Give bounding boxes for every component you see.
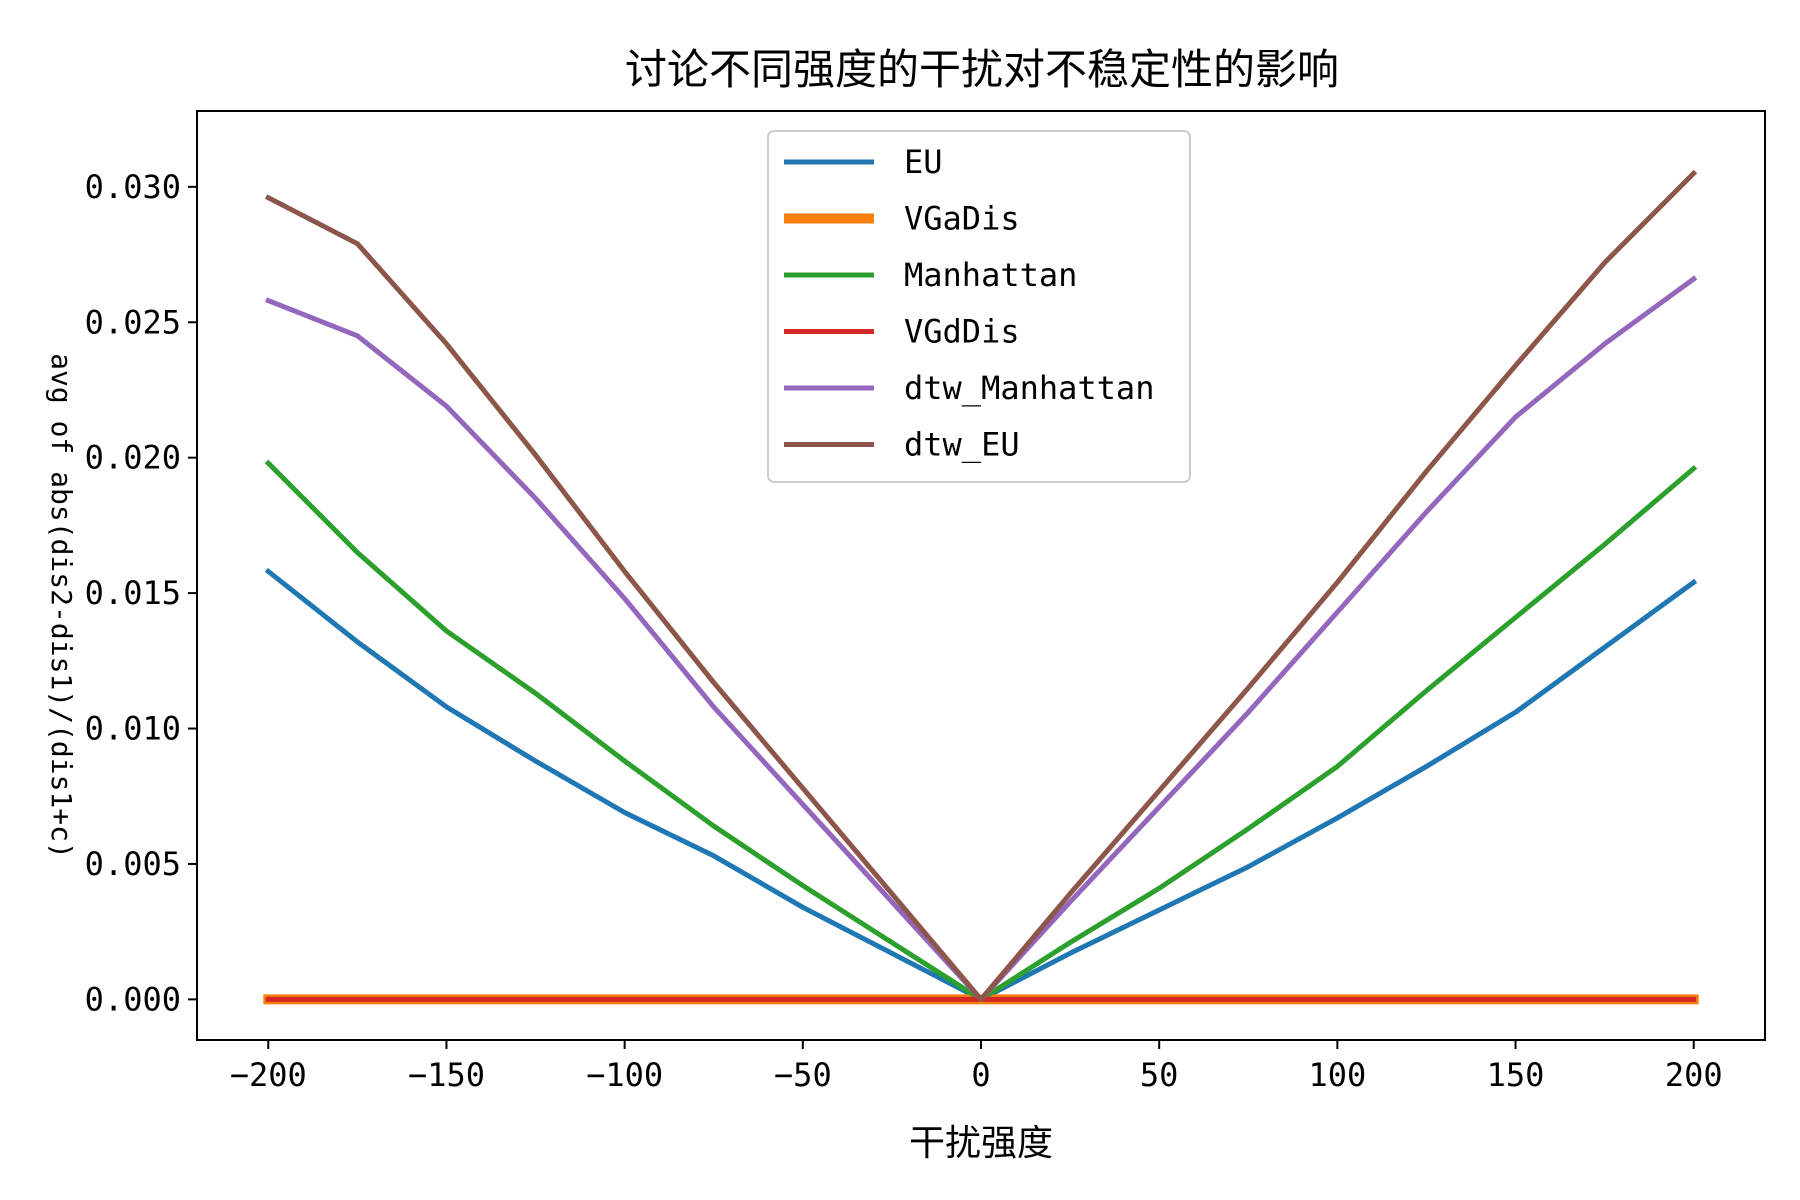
chart-title: 讨论不同强度的干扰对不稳定性的影响: [625, 45, 1339, 94]
x-tick-label: −50: [774, 1056, 832, 1094]
y-tick-label: 0.010: [85, 710, 181, 748]
y-tick-label: 0.015: [85, 574, 181, 612]
x-axis: −200 −150 −100 −50 0 50 100 150 200: [230, 1040, 1723, 1094]
y-tick-label: 0.005: [85, 845, 181, 883]
y-tick-label: 0.020: [85, 439, 181, 477]
x-tick-label: −150: [408, 1056, 485, 1094]
series-layer: [263, 169, 1699, 1005]
series-line-eu: [264, 567, 1698, 1002]
legend-label-eu: EU: [904, 143, 943, 181]
x-tick-label: 50: [1140, 1056, 1179, 1094]
legend: EU VGaDis Manhattan VGdDis dtw_Manhattan dtw_…: [767, 130, 1191, 483]
legend-label-manhattan: Manhattan: [904, 256, 1077, 294]
x-tick-label: −200: [230, 1056, 307, 1094]
y-axis: 0.000 0.005 0.010 0.015 0.020 0.025 0.030: [85, 168, 197, 1018]
series-line-dtw-eu: [264, 169, 1698, 1002]
legend-label-vgadis: VGaDis: [904, 200, 1020, 238]
y-axis-label: avg of abs(dis2-dis1)/(dis1+c): [45, 353, 78, 859]
y-tick-label: 0.025: [85, 303, 181, 341]
x-tick-label: 200: [1665, 1056, 1723, 1094]
legend-label-dtw-eu: dtw_EU: [904, 426, 1020, 464]
x-tick-label: −100: [586, 1056, 663, 1094]
x-axis-label: 干扰强度: [909, 1123, 1053, 1164]
x-tick-label: 0: [971, 1056, 990, 1094]
y-tick-label: 0.000: [85, 980, 181, 1018]
legend-label-dtw-manhattan: dtw_Manhattan: [904, 369, 1154, 407]
y-tick-label: 0.030: [85, 168, 181, 206]
x-tick-label: 150: [1487, 1056, 1545, 1094]
legend-label-vgddis: VGdDis: [904, 313, 1020, 351]
x-tick-label: 100: [1308, 1056, 1366, 1094]
